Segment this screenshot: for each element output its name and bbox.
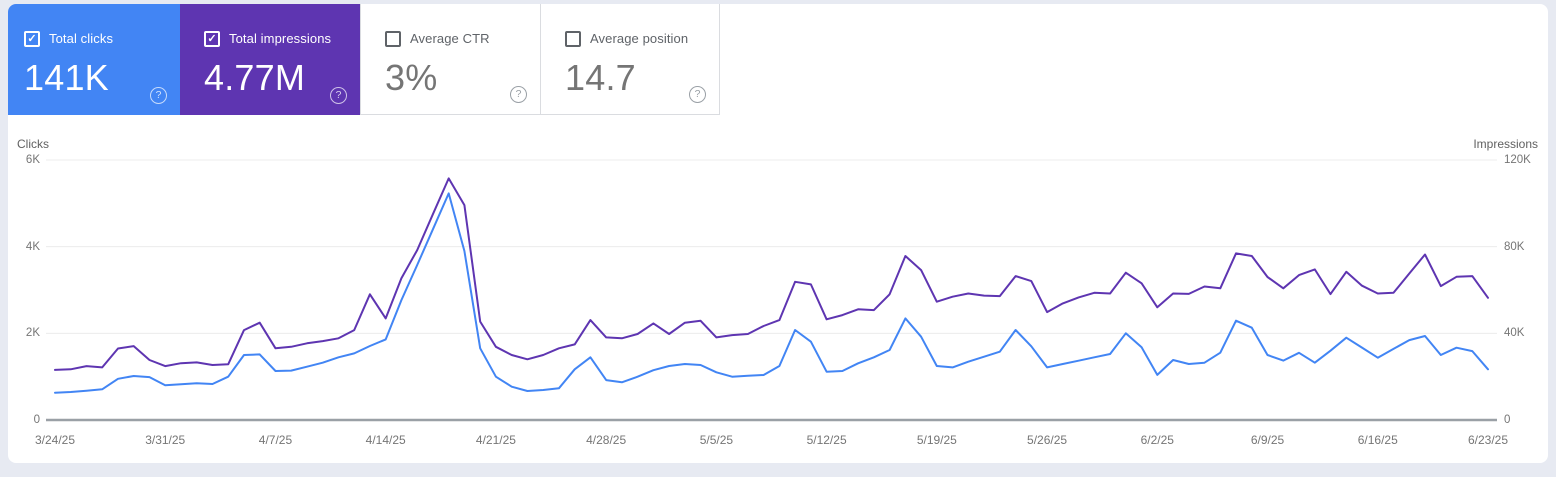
x-axis-tick-label: 3/24/25 [34, 433, 76, 447]
y-axis-tick-label: 40K [1504, 327, 1525, 340]
average-ctr-label: Average CTR [410, 31, 490, 47]
average-ctr-checkbox[interactable] [385, 30, 401, 47]
x-axis-tick-label: 6/16/25 [1357, 433, 1398, 447]
total-impressions-label: Total impressions [229, 31, 332, 47]
x-axis-tick-label: 6/2/25 [1140, 433, 1174, 447]
y-axis-tick-label: 4K [25, 240, 40, 253]
metric-card-average-position[interactable]: Average position 14.7 ? [540, 4, 720, 115]
x-axis-tick-label: 4/7/25 [258, 433, 293, 447]
x-axis-tick-label: 5/12/25 [806, 433, 847, 447]
help-icon[interactable]: ? [330, 87, 347, 104]
metric-card-content: Average position 14.7 [565, 30, 709, 99]
metric-card-total-clicks[interactable]: ✓ Total clicks 141K ? [8, 4, 180, 115]
left-axis-title: Clicks [17, 137, 49, 151]
metric-cards-row: ✓ Total clicks 141K ? ✓ Total impressions … [8, 4, 720, 115]
average-ctr-value: 3% [385, 57, 438, 98]
x-axis-tick-label: 4/14/25 [365, 433, 406, 447]
x-axis-tick-label: 4/21/25 [475, 433, 516, 447]
metric-card-total-impressions[interactable]: ✓ Total impressions 4.77M ? [180, 4, 360, 115]
y-axis-tick-label: 120K [1504, 154, 1531, 166]
x-axis-tick-label: 5/26/25 [1027, 433, 1068, 447]
metric-card-content: Average CTR 3% [385, 30, 530, 99]
metric-card-content: ✓ Total clicks 141K [24, 30, 170, 99]
total-impressions-value: 4.77M [204, 57, 306, 98]
total-clicks-checkbox[interactable]: ✓ [24, 30, 40, 47]
y-axis-tick-label: 6K [25, 154, 40, 166]
y-axis-tick-label: 80K [1504, 240, 1525, 253]
metric-card-content: ✓ Total impressions 4.77M [204, 30, 350, 99]
y-axis-tick-label: 0 [1504, 414, 1511, 426]
help-icon[interactable]: ? [510, 86, 527, 103]
metric-card-average-ctr[interactable]: Average CTR 3% ? [360, 4, 540, 115]
total-clicks-value: 141K [24, 57, 109, 98]
x-axis-tick-label: 4/28/25 [586, 433, 627, 447]
help-icon[interactable]: ? [689, 86, 706, 103]
x-axis-tick-label: 3/31/25 [145, 433, 186, 447]
y-axis-tick-label: 0 [33, 414, 40, 426]
average-position-value: 14.7 [565, 57, 636, 98]
x-axis-tick-label: 6/23/25 [1467, 433, 1509, 447]
average-position-label: Average position [590, 31, 689, 47]
impressions-line [54, 177, 1489, 371]
total-clicks-label: Total clicks [49, 31, 114, 47]
x-axis-tick-label: 5/19/25 [916, 433, 957, 447]
x-axis-tick-label: 6/9/25 [1250, 433, 1285, 447]
right-axis-title: Impressions [1473, 137, 1538, 151]
average-position-checkbox[interactable] [565, 30, 581, 47]
y-axis-tick-label: 2K [25, 327, 40, 340]
total-impressions-checkbox[interactable]: ✓ [204, 30, 220, 47]
x-axis-tick-label: 5/5/25 [699, 433, 734, 447]
clicks-line [54, 192, 1489, 394]
help-icon[interactable]: ? [150, 87, 167, 104]
